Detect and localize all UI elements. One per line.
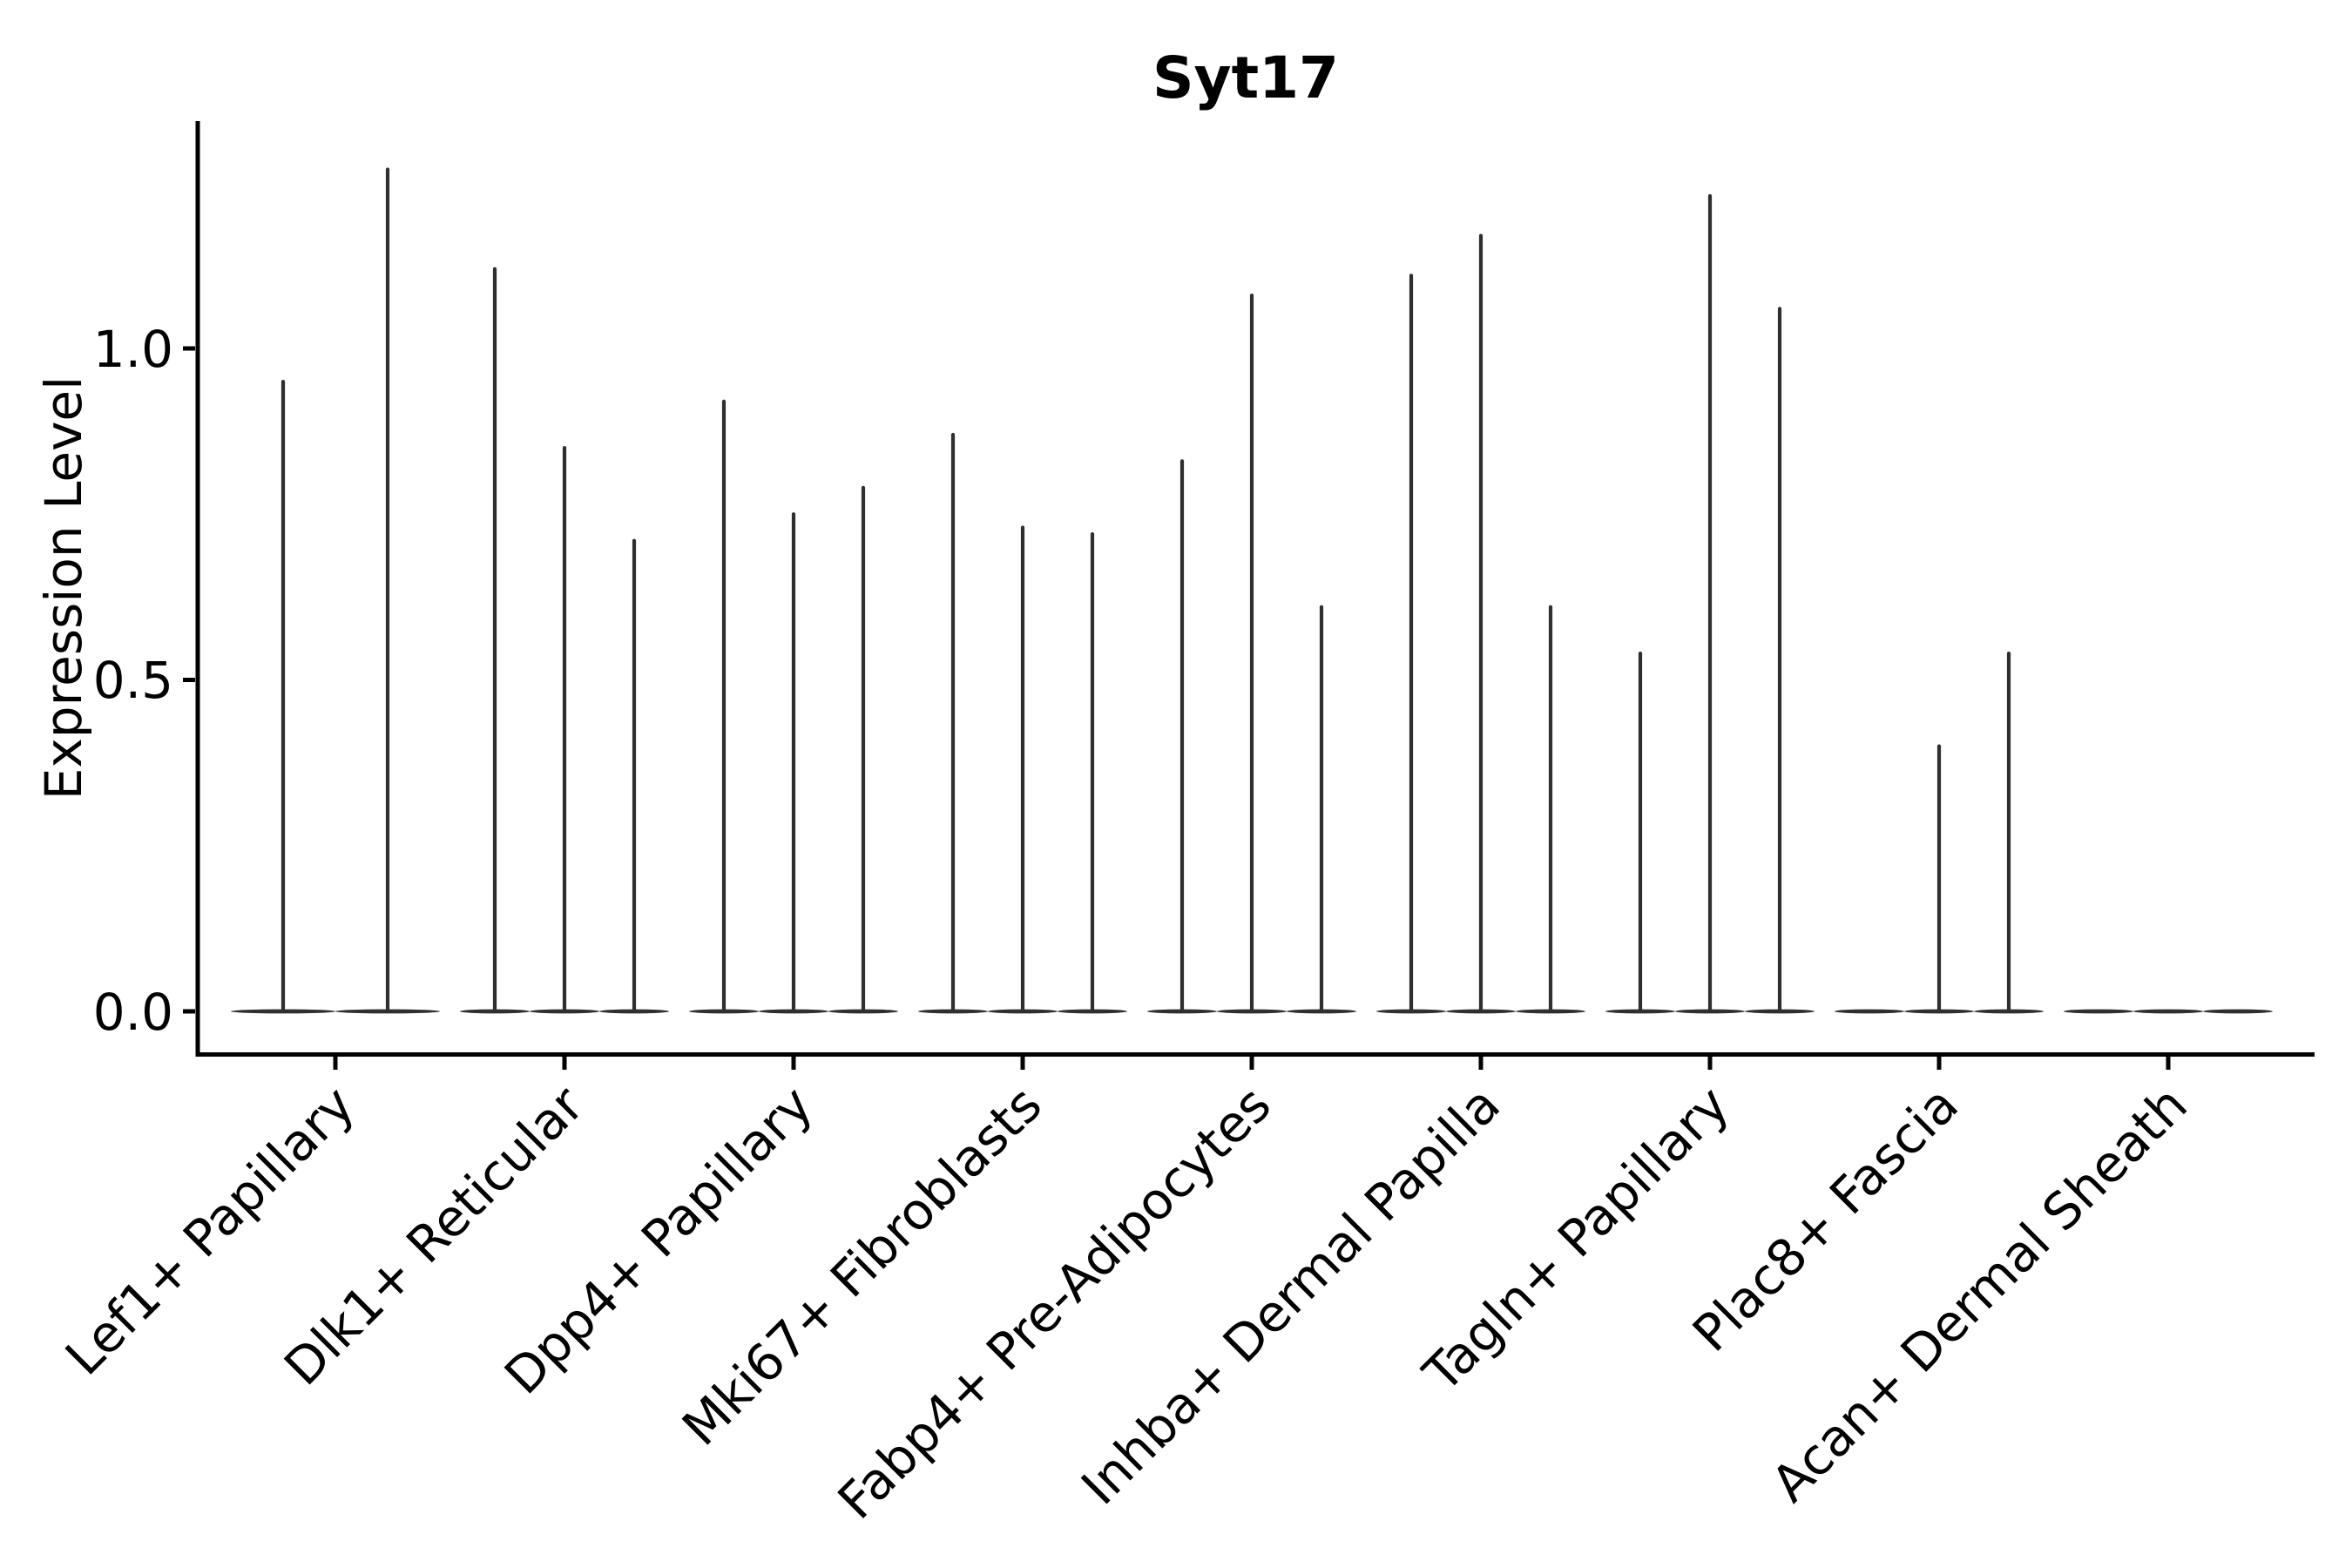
- y-tick-label-0: 0.0: [93, 983, 173, 1042]
- violin-body-7-0: [1835, 1009, 1904, 1014]
- y-axis-label: Expression Level: [34, 376, 93, 800]
- chart-title: Syt17: [1152, 44, 1339, 112]
- violin-body-8-2: [2203, 1009, 2273, 1014]
- y-tick-label-2: 1.0: [93, 320, 173, 379]
- y-tick-label-1: 0.5: [93, 651, 173, 710]
- violin-body-8-1: [2133, 1009, 2203, 1014]
- x-tick-label-8: Acan+ Dermal Sheath: [1760, 1075, 2198, 1513]
- x-tick-label-5: Inhba+ Dermal Papilla: [1070, 1075, 1511, 1517]
- plot-shapes: [183, 121, 2315, 1070]
- violin-body-8-0: [2064, 1009, 2133, 1014]
- x-tick-label-4: Fabp4+ Pre-Adipocytes: [827, 1075, 1282, 1531]
